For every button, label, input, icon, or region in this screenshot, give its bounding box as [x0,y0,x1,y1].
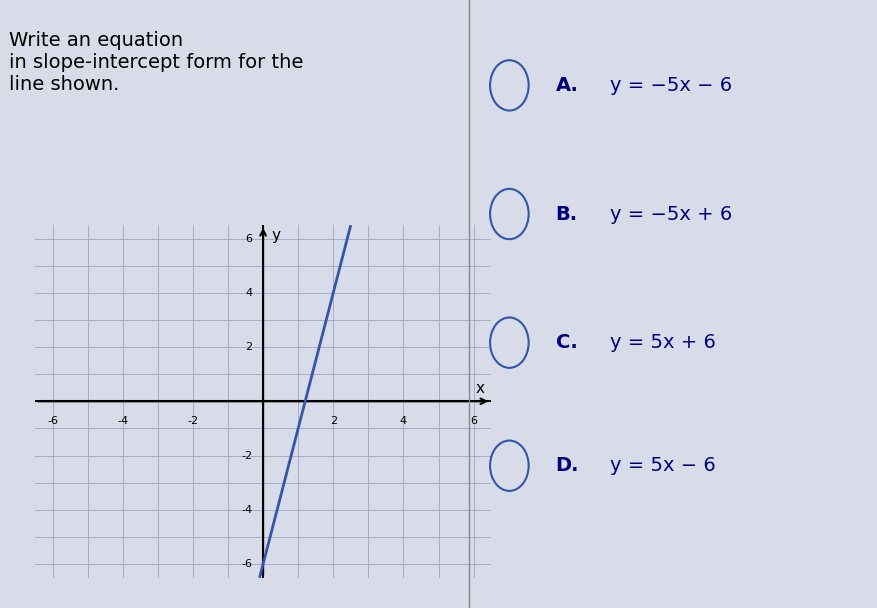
Text: 6: 6 [246,233,253,244]
Text: 2: 2 [330,416,337,426]
Text: y: y [272,227,281,243]
Text: C.: C. [556,333,577,352]
Text: -2: -2 [188,416,198,426]
Text: D.: D. [556,456,579,475]
Text: A.: A. [556,76,579,95]
Text: B.: B. [556,204,578,224]
Text: y = 5x + 6: y = 5x + 6 [610,333,716,352]
Text: y = −5x + 6: y = −5x + 6 [610,204,732,224]
Text: -6: -6 [241,559,253,569]
Text: 2: 2 [246,342,253,352]
Text: 6: 6 [470,416,477,426]
Text: -2: -2 [241,451,253,460]
Text: 4: 4 [246,288,253,298]
Text: 4: 4 [400,416,407,426]
Text: -6: -6 [47,416,58,426]
Text: y = −5x − 6: y = −5x − 6 [610,76,731,95]
Text: -4: -4 [241,505,253,515]
Text: x: x [475,381,484,396]
Text: Write an equation
in slope-intercept form for the
line shown.: Write an equation in slope-intercept for… [9,31,303,94]
Text: -4: -4 [118,416,128,426]
Text: y = 5x − 6: y = 5x − 6 [610,456,716,475]
